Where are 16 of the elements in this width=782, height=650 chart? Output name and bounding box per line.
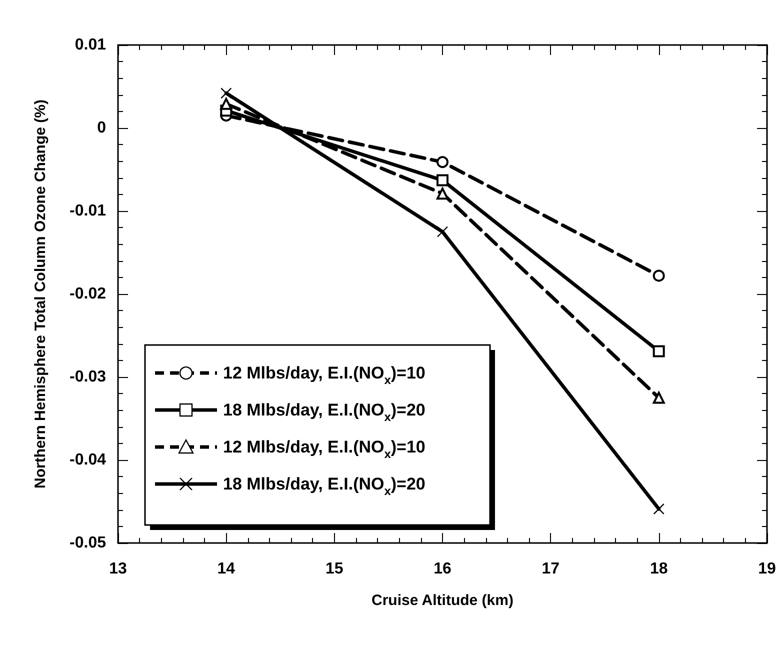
x-tick-label: 17 <box>542 560 560 578</box>
y-tick-label: -0.05 <box>70 534 106 552</box>
y-tick-label: -0.04 <box>70 452 106 468</box>
y-tick-label: -0.01 <box>70 202 106 220</box>
x-axis-title: Cruise Altitude (km) <box>372 592 514 609</box>
y-tick-label: -0.03 <box>70 368 106 386</box>
x-tick-label: 14 <box>217 560 236 578</box>
x-tick-label: 19 <box>758 560 776 578</box>
y-axis-title: Northern Hemisphere Total Column Ozone Change (%) <box>32 100 49 488</box>
x-tick-label: 15 <box>325 560 344 578</box>
y-tick-label: 0 <box>97 120 106 136</box>
y-tick-label: -0.02 <box>70 286 106 302</box>
y-tick-label: 0.01 <box>74 36 106 54</box>
x-tick-label: 16 <box>434 560 452 578</box>
x-tick-label: 13 <box>109 560 127 578</box>
x-tick-label: 18 <box>650 560 668 578</box>
